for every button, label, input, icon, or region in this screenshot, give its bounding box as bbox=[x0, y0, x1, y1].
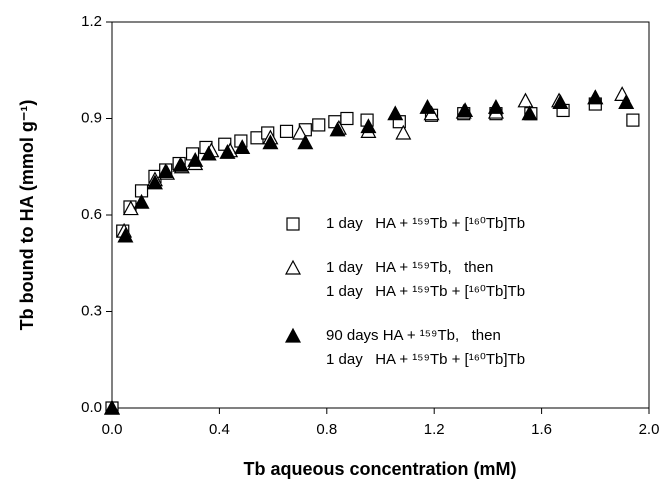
triangle-marker bbox=[172, 156, 189, 172]
triangle-marker bbox=[187, 152, 204, 167]
triangle-marker bbox=[419, 98, 436, 114]
triangle-marker bbox=[387, 105, 404, 121]
triangle-marker bbox=[103, 399, 121, 415]
legend-entry: 1 day HA + ¹⁵⁹Tb, then 1 day HA + ¹⁵⁹Tb +… bbox=[326, 259, 525, 300]
triangle-marker bbox=[200, 145, 217, 161]
legend-marker bbox=[284, 259, 302, 275]
x-tick-label: 1.6 bbox=[531, 421, 552, 438]
triangle-marker bbox=[517, 92, 534, 108]
y-tick-label: 0.6 bbox=[81, 206, 102, 223]
square-marker bbox=[279, 124, 294, 138]
triangle-marker bbox=[618, 94, 635, 110]
y-tick-label: 1.2 bbox=[81, 13, 102, 30]
triangle-marker bbox=[117, 227, 134, 243]
triangle-marker bbox=[262, 134, 279, 150]
x-tick-label: 0.4 bbox=[209, 421, 230, 438]
y-tick-label: 0.0 bbox=[81, 399, 102, 416]
triangle-marker bbox=[587, 89, 604, 105]
legend-marker bbox=[286, 217, 300, 231]
y-axis-title: Tb bound to HA (mmol g⁻¹) bbox=[17, 100, 37, 331]
triangle-marker bbox=[457, 102, 474, 118]
triangle-marker bbox=[329, 121, 346, 137]
x-tick-label: 0.8 bbox=[316, 421, 337, 438]
square-marker bbox=[626, 113, 640, 127]
triangle-marker bbox=[521, 105, 538, 121]
triangle-marker bbox=[234, 139, 251, 155]
triangle-marker bbox=[291, 124, 308, 140]
legend-entry: 1 day HA + ¹⁵⁹Tb + [¹⁶⁰Tb]Tb bbox=[326, 215, 525, 232]
triangle-marker bbox=[487, 98, 504, 114]
triangle-marker bbox=[219, 144, 236, 159]
triangle-marker bbox=[360, 118, 377, 134]
legend-entry: 90 days HA + ¹⁵⁹Tb, then 1 day HA + ¹⁵⁹Tb… bbox=[326, 327, 525, 368]
x-tick-label: 2.0 bbox=[639, 421, 660, 438]
triangle-marker bbox=[157, 163, 174, 179]
square-marker bbox=[340, 111, 354, 126]
triangle-marker bbox=[552, 94, 569, 110]
legend-marker bbox=[284, 327, 302, 343]
triangle-marker bbox=[395, 124, 412, 140]
x-axis-title: Tb aqueous concentration (mM) bbox=[243, 459, 516, 479]
y-tick-label: 0.9 bbox=[81, 109, 102, 126]
triangle-marker bbox=[133, 193, 150, 209]
x-tick-label: 1.2 bbox=[424, 421, 445, 438]
triangle-marker bbox=[297, 134, 314, 150]
triangle-marker bbox=[146, 174, 163, 190]
y-tick-label: 0.3 bbox=[81, 302, 102, 319]
x-tick-label: 0.0 bbox=[102, 421, 123, 438]
square-marker bbox=[312, 118, 326, 132]
